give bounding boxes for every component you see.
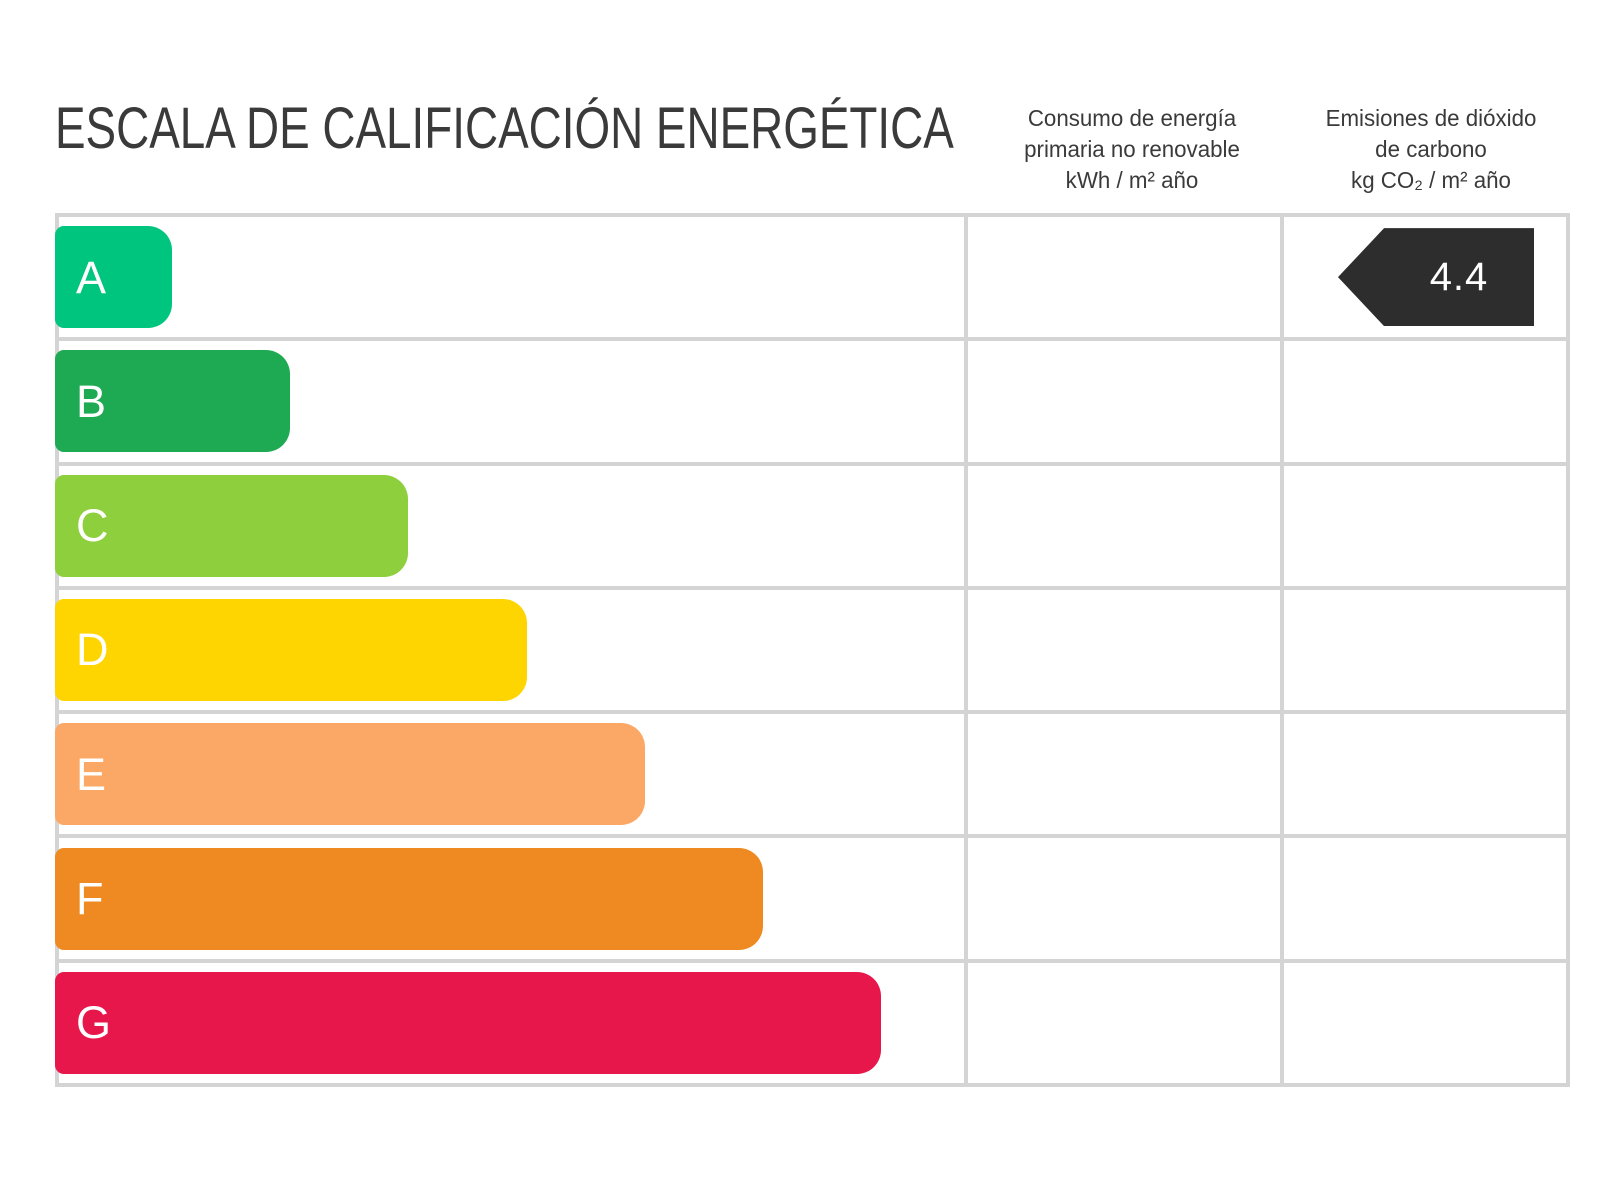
consumption-header-unit: kWh / m² año	[1065, 167, 1199, 193]
rating-bar-e: E	[55, 723, 645, 826]
rating-table: A 4.4 B C	[55, 213, 1570, 1087]
rating-bar-cell: B	[55, 341, 968, 462]
emissions-value-cell	[1284, 838, 1566, 958]
rating-row-b: B	[55, 341, 1566, 466]
emissions-value-cell	[1284, 341, 1566, 461]
rating-bar-a: A	[55, 226, 172, 329]
column-header-consumption: Consumo de energía primaria no renovable…	[977, 103, 1287, 196]
consumption-value-cell	[968, 217, 1284, 338]
emissions-indicator-value: 4.4	[1429, 254, 1489, 299]
consumption-value-cell	[968, 962, 1284, 1083]
rating-letter: E	[76, 748, 107, 800]
consumption-value-cell	[968, 341, 1284, 462]
emissions-value-cell	[1284, 714, 1566, 834]
emissions-indicator-arrow: 4.4	[1338, 228, 1534, 327]
rating-bar-cell: G	[55, 962, 968, 1083]
consumption-value-cell	[968, 589, 1284, 711]
emissions-value-cell	[1284, 590, 1566, 710]
rating-letter: C	[76, 500, 109, 552]
emissions-value-cell	[1284, 466, 1566, 586]
column-header-emissions: Emisiones de dióxido de carbono kg CO₂ /…	[1296, 103, 1566, 196]
rating-letter: A	[76, 251, 107, 303]
consumption-value-cell	[968, 838, 1284, 959]
rating-row-g: G	[55, 962, 1566, 1083]
consumption-header-line2: primaria no renovable	[1024, 136, 1240, 162]
emissions-header-line1: Emisiones de dióxido	[1325, 105, 1537, 131]
rating-row-f: F	[55, 838, 1566, 963]
rating-bar-cell: F	[55, 838, 968, 959]
rating-row-c: C	[55, 465, 1566, 590]
rating-bar-cell: D	[55, 589, 968, 711]
rating-bar-cell: A	[55, 217, 968, 338]
rating-bar-d: D	[55, 598, 527, 701]
rating-letter: D	[76, 624, 109, 676]
rating-bar-cell: C	[55, 465, 968, 586]
rating-row-a: A 4.4	[55, 217, 1566, 342]
page-title: ESCALA DE CALIFICACIÓN ENERGÉTICA	[55, 96, 954, 161]
consumption-value-cell	[968, 465, 1284, 586]
rating-row-d: D	[55, 589, 1566, 715]
consumption-header-line1: Consumo de energía	[1027, 105, 1237, 131]
emissions-value-cell: 4.4	[1284, 217, 1566, 337]
rating-bar-cell: E	[55, 714, 968, 835]
rating-letter: G	[76, 997, 112, 1049]
emissions-header-unit: kg CO₂ / m² año	[1351, 167, 1511, 193]
rating-letter: B	[76, 375, 107, 427]
emissions-header-line2: de carbono	[1375, 136, 1487, 162]
consumption-value-cell	[968, 714, 1284, 835]
rating-bar-b: B	[55, 350, 290, 453]
rating-bar-c: C	[55, 474, 408, 577]
rating-bar-f: F	[55, 847, 763, 950]
rating-row-e: E	[55, 714, 1566, 839]
emissions-value-cell	[1284, 963, 1566, 1083]
rating-bar-g: G	[55, 971, 881, 1074]
rating-letter: F	[76, 873, 104, 925]
